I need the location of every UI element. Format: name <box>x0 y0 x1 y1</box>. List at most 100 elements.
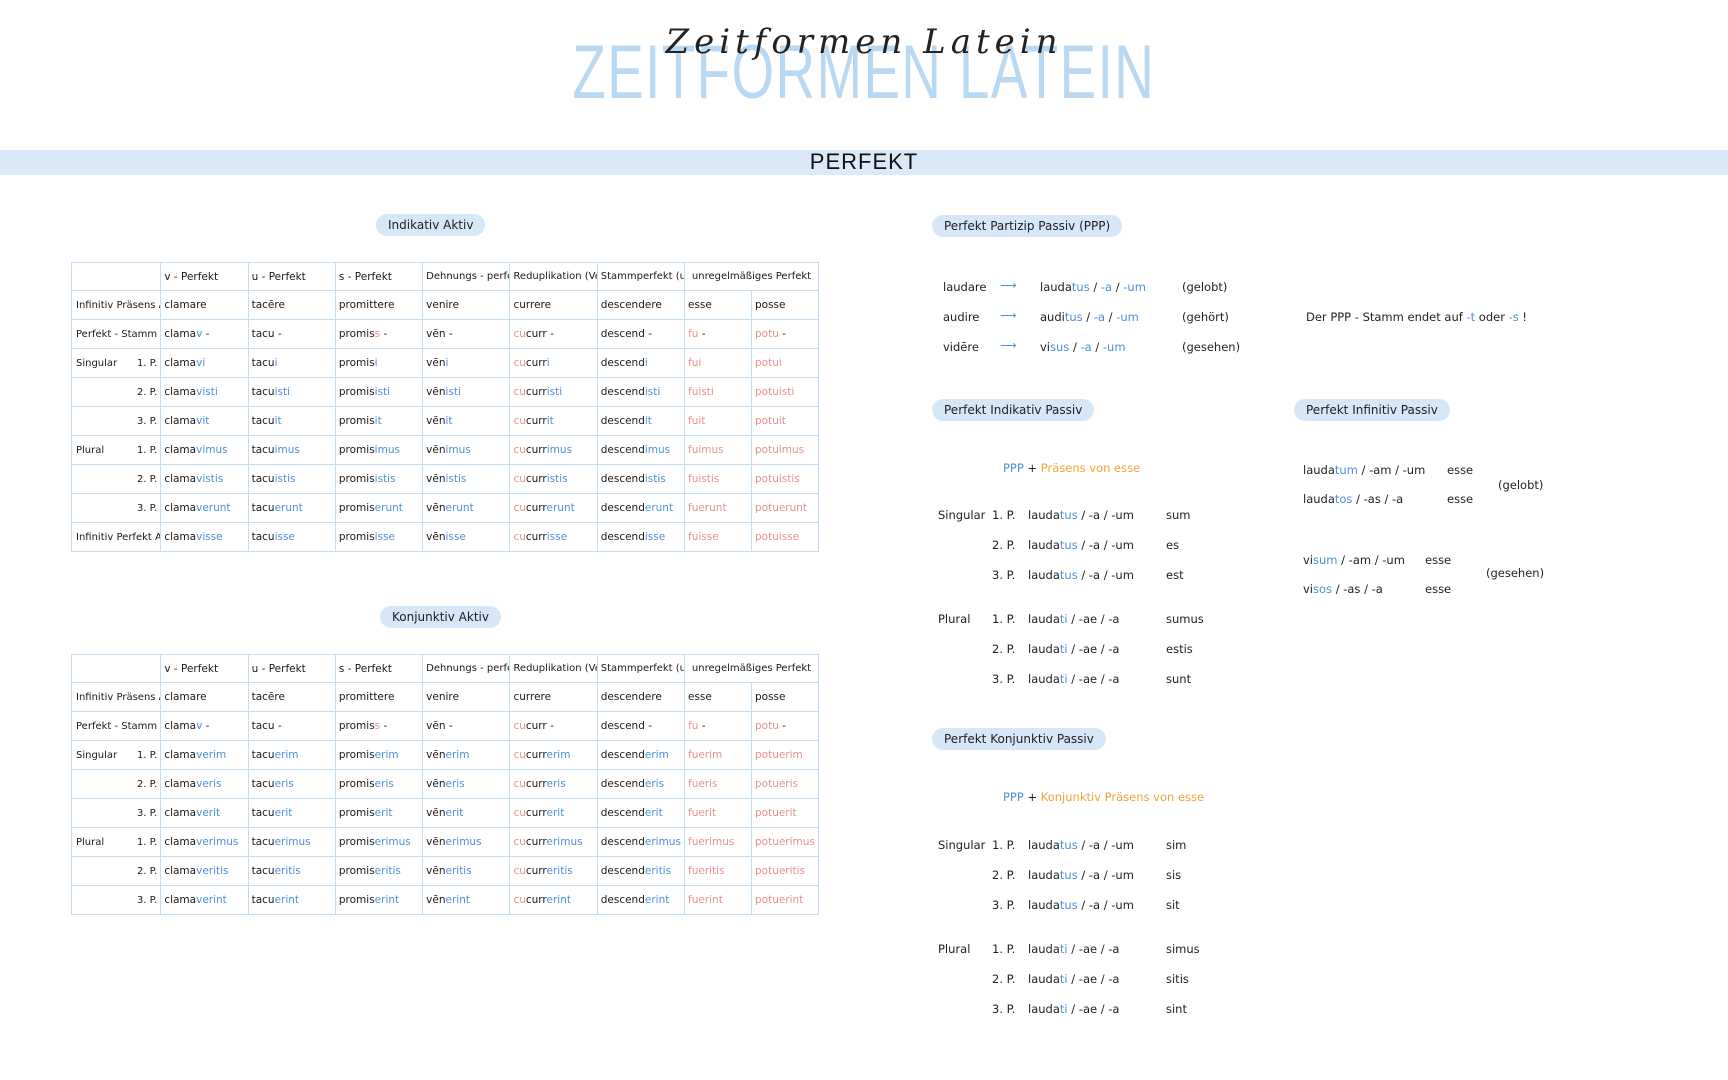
table-cell: potuerimus <box>750 827 820 857</box>
row-label: Perfekt - Stamm <box>70 711 162 741</box>
table-cell: potuerit <box>750 798 820 828</box>
table-cell: descendere <box>596 290 686 320</box>
row-label: 3. P. <box>70 798 162 828</box>
arrow-right-icon: ⟶ <box>1000 338 1017 352</box>
esse-form: sum <box>1166 508 1191 522</box>
table-cell: fuisti <box>684 377 752 407</box>
row-label: Singular 1. P. <box>70 348 162 378</box>
formula-esse: Präsens von esse <box>1040 461 1141 475</box>
table-cell: vēnerit <box>422 798 511 828</box>
ppp-form: visus / -a / -um <box>1040 340 1126 354</box>
table-cell: clamare <box>160 290 249 320</box>
person-number: 3. P. <box>992 672 1016 686</box>
row-label: 3. P. <box>70 885 162 915</box>
table-cell: posse <box>750 290 820 320</box>
table-cell: clamav - <box>160 319 249 349</box>
row-label: Infinitiv Perfekt Aktiv <box>70 522 162 552</box>
table-cell: fuerit <box>684 798 752 828</box>
ppp-note-mid: oder <box>1478 310 1505 324</box>
table-cell: tacueritis <box>247 856 336 886</box>
header-cell-empty <box>70 654 162 683</box>
table-header-row: v - Perfekt u - Perfekt s - Perfekt Dehnung… <box>70 654 819 683</box>
table-row: Infinitiv Präsens Aktivclamaretacēreprom… <box>70 682 820 712</box>
table-row: 3. P. clamaverint tacuerint promiserint vēne… <box>70 885 820 915</box>
table-cell: promisi <box>334 348 424 378</box>
table-cell: fuistis <box>684 464 752 494</box>
person-group: Singular <box>938 838 986 852</box>
table-row: Perfekt - Stamm clamav - tacu - promiss - vē… <box>70 711 820 741</box>
section-band <box>0 150 1728 175</box>
ppp-line: audire <box>943 310 980 324</box>
pill-konjunktiv-passiv: Perfekt Konjunktiv Passiv <box>932 728 1106 750</box>
pill-infinitiv-passiv: Perfekt Infinitiv Passiv <box>1294 399 1450 421</box>
inf-passiv-gloss-2: (gesehen) <box>1486 566 1545 580</box>
table-cell: promittere <box>334 290 424 320</box>
table-cell: descenderint <box>596 885 686 915</box>
table-cell: promiss - <box>334 711 424 741</box>
ppp-note-pre: Der PPP - Stamm endet auf <box>1306 310 1463 324</box>
table-cell: vēnisse <box>422 522 511 552</box>
esse-form: sumus <box>1166 612 1204 626</box>
table-cell: descenderit <box>596 798 686 828</box>
row-label: Plural 1. P. <box>70 435 162 465</box>
table-cell: descendistis <box>596 464 686 494</box>
table-cell: promisistis <box>334 464 424 494</box>
table-cell: tacēre <box>247 682 336 712</box>
table-cell: clamaverint <box>160 885 249 915</box>
table-row: Infinitiv Präsens Aktivclamaretacēreprom… <box>70 290 820 320</box>
header-cell: unregelmäßiges Perfekt <box>684 654 819 683</box>
table-cell: vēneritis <box>422 856 511 886</box>
table-cell: tacuit <box>247 406 336 436</box>
header-cell: Dehnungs - perfekt <box>422 262 511 291</box>
title-block-letters: ZEITFORMEN LATEIN <box>572 30 1156 115</box>
table-cell: fuisse <box>684 522 752 552</box>
table-cell: potuisti <box>750 377 820 407</box>
table-cell: tacēre <box>247 290 336 320</box>
table-row: Perfekt - Stamm clamav - tacu - promiss - vē… <box>70 319 820 349</box>
row-label: 2. P. <box>70 769 162 799</box>
passive-form: laudati / -ae / -a <box>1028 1002 1120 1016</box>
table-cell: descend - <box>596 319 686 349</box>
ppp-form: auditus / -a / -um <box>1040 310 1139 324</box>
table-cell: potuimus <box>750 435 820 465</box>
inf-passive-form: visos / -as / -a <box>1303 582 1383 596</box>
table-row: 2. P. clamaveritis tacueritis promiseritis v… <box>70 856 820 886</box>
table-cell: fueris <box>684 769 752 799</box>
passive-form: laudati / -ae / -a <box>1028 642 1120 656</box>
table-cell: potueritis <box>750 856 820 886</box>
table-cell: cucurrimus <box>509 435 598 465</box>
formula-ppp: PPP <box>1003 790 1024 804</box>
table-cell: fuimus <box>684 435 752 465</box>
table-cell: fu - <box>684 711 752 741</box>
table-cell: vēnerimus <box>422 827 511 857</box>
esse-form: sim <box>1166 838 1187 852</box>
table-cell: tacuerunt <box>247 493 336 523</box>
row-label: 2. P. <box>70 856 162 886</box>
table-cell: vēnerim <box>422 740 511 770</box>
table-cell: clamaveritis <box>160 856 249 886</box>
table-indikativ-aktiv: v - Perfekt u - Perfekt s - Perfekt Dehnung… <box>70 262 820 552</box>
table-cell: clamavi <box>160 348 249 378</box>
ppp-note-s: -s <box>1504 310 1523 324</box>
table-cell: vēnerint <box>422 885 511 915</box>
table-cell: tacuisti <box>247 377 336 407</box>
table-cell: venire <box>422 290 511 320</box>
ppp-gloss: (gehört) <box>1182 310 1229 324</box>
table-cell: clamavisse <box>160 522 249 552</box>
esse-form: esse <box>1425 582 1452 596</box>
table-cell: clamaverimus <box>160 827 249 857</box>
table-row: 3. P. clamavit tacuit promisit vēnit cucurrit… <box>70 406 820 436</box>
table-cell: tacuistis <box>247 464 336 494</box>
table-row: 3. P. clamaverunt tacuerunt promiserunt vēne… <box>70 493 820 523</box>
inf-passiv-gloss-1: (gelobt) <box>1498 478 1544 492</box>
person-number: 2. P. <box>992 868 1016 882</box>
person-number: 1. P. <box>992 612 1016 626</box>
table-cell: cucurr - <box>509 319 598 349</box>
table-cell: potueris <box>750 769 820 799</box>
table-cell: promisisti <box>334 377 424 407</box>
passive-form: laudati / -ae / -a <box>1028 612 1120 626</box>
person-number: 1. P. <box>992 508 1016 522</box>
table-header-row: v - Perfekt u - Perfekt s - Perfekt Dehnung… <box>70 262 819 291</box>
table-cell: vēnistis <box>422 464 511 494</box>
esse-form: est <box>1166 568 1184 582</box>
